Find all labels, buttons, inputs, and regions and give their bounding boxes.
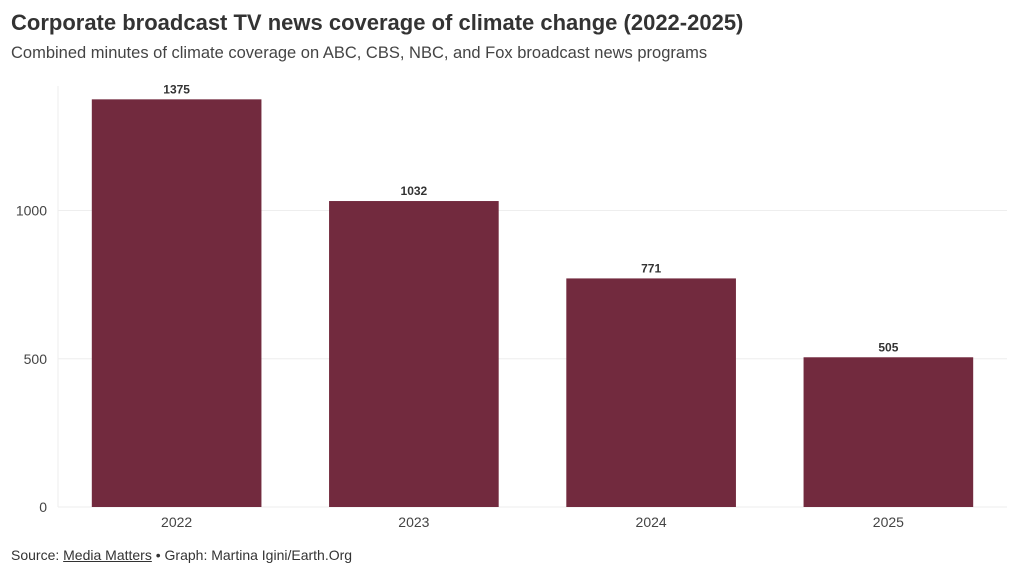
bar-2025 — [803, 357, 974, 507]
x-tick-label: 2025 — [873, 514, 904, 530]
bar-value-label: 505 — [878, 340, 898, 354]
y-tick-label: 0 — [39, 499, 47, 515]
source-prefix: Source: — [11, 547, 64, 563]
bar-value-label: 1032 — [401, 184, 428, 198]
graph-credit: Graph: Martina Igini/Earth.Org — [164, 547, 353, 563]
bar-2023 — [329, 201, 499, 507]
source-footer: Source: Media Matters • Graph: Martina I… — [11, 547, 352, 563]
source-link[interactable]: Media Matters — [63, 547, 152, 563]
bar-2022 — [91, 99, 262, 507]
x-tick-label: 2022 — [161, 514, 192, 530]
y-tick-label: 1000 — [16, 203, 47, 219]
y-tick-label: 500 — [24, 351, 48, 367]
bar-2024 — [566, 278, 736, 507]
bar-value-label: 771 — [641, 261, 661, 275]
bar-value-label: 1375 — [163, 82, 190, 96]
x-tick-label: 2024 — [636, 514, 667, 530]
chart-subtitle: Combined minutes of climate coverage on … — [11, 44, 708, 62]
footer-separator: • — [151, 547, 165, 563]
bar-chart: 0 500 1000 1375 2022 1032 2023 771 2024 505 2025 — [16, 82, 1007, 530]
x-tick-label: 2023 — [398, 514, 429, 530]
chart-title: Corporate broadcast TV news coverage of … — [11, 10, 744, 35]
